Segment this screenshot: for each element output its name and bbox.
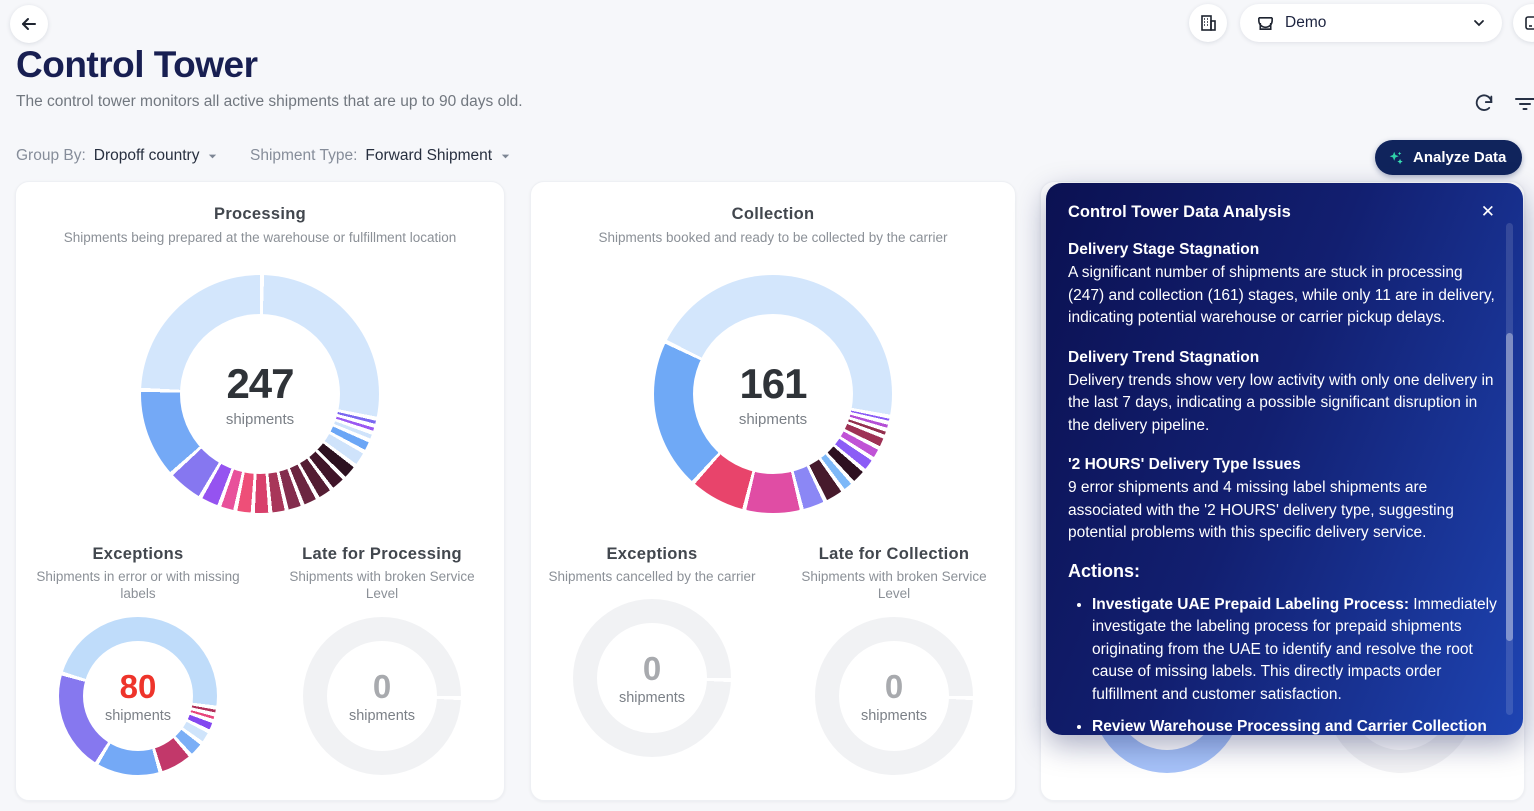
storefront-icon <box>1256 14 1275 33</box>
analysis-content: Delivery Stage Stagnation A significant … <box>1068 238 1497 735</box>
late-processing-title: Late for Processing <box>302 544 462 563</box>
shipment-type-label: Shipment Type: <box>250 147 358 164</box>
processing-unit: shipments <box>225 410 295 428</box>
back-button[interactable] <box>10 5 48 43</box>
section-heading: Delivery Trend Stagnation <box>1068 348 1260 366</box>
close-icon[interactable]: ✕ <box>1480 202 1495 221</box>
exceptions-donut-center: 80 shipments <box>83 640 193 751</box>
late-for-collection-chart: Late for Collection Shipments with broke… <box>773 545 1015 775</box>
filter-lines-icon <box>1513 92 1534 114</box>
actions-heading: Actions: <box>1068 560 1140 581</box>
shipment-type-value: Forward Shipment <box>365 147 493 164</box>
workspace-selector[interactable]: Demo <box>1240 4 1502 42</box>
collection-exceptions-count: 0 <box>642 650 662 688</box>
collection-exceptions-subtitle: Shipments cancelled by the carrier <box>548 568 756 584</box>
late-collection-title: Late for Collection <box>818 544 970 563</box>
exceptions-subtitle: Shipments in error or with missing label… <box>36 568 240 602</box>
processing-count: 247 <box>226 359 294 407</box>
page-title: Control Tower <box>16 44 258 85</box>
shipment-type-control[interactable]: Shipment Type: Forward Shipment <box>250 147 511 165</box>
workspace-label: Demo <box>1285 14 1327 31</box>
section-body: A significant number of shipments are st… <box>1068 264 1495 326</box>
collection-donut-chart[interactable]: 161 shipments <box>654 274 892 513</box>
action-item: Review Warehouse Processing and Carrier … <box>1092 716 1497 735</box>
section-heading: '2 HOURS' Delivery Type Issues <box>1068 456 1301 473</box>
analysis-panel: Control Tower Data Analysis ✕ Delivery S… <box>1046 183 1523 735</box>
late-collection-count: 0 <box>884 667 904 705</box>
late-processing-donut-center: 0 shipments <box>327 640 437 751</box>
organization-button[interactable] <box>1189 4 1227 42</box>
collection-count: 161 <box>739 359 807 407</box>
sparkle-icon <box>1387 149 1405 167</box>
processing-card-subtitle: Shipments being prepared at the warehous… <box>63 230 457 245</box>
late-processing-unit: shipments <box>348 707 416 724</box>
collection-exceptions-chart: Exceptions Shipments cancelled by the ca… <box>531 545 773 775</box>
processing-exceptions-chart: Exceptions Shipments in error or with mi… <box>16 545 260 775</box>
collection-card: Collection Shipments booked and ready to… <box>530 181 1016 801</box>
late-processing-subtitle: Shipments with broken Service Level <box>289 568 475 602</box>
processing-card: Processing Shipments being prepared at t… <box>15 181 505 801</box>
processing-donut-center: 247 shipments <box>180 313 340 474</box>
group-by-value: Dropoff country <box>93 147 200 164</box>
group-by-control[interactable]: Group By: Dropoff country <box>16 147 218 165</box>
late-collection-unit: shipments <box>860 707 928 724</box>
chevron-down-icon <box>207 151 218 162</box>
section-heading: Delivery Stage Stagnation <box>1068 241 1260 258</box>
collection-exceptions-donut-center: 0 shipments <box>597 623 707 734</box>
section-body: 9 error shipments and 4 missing label sh… <box>1068 479 1454 541</box>
analysis-panel-title: Control Tower Data Analysis <box>1068 203 1291 221</box>
collection-exceptions-donut[interactable]: 0 shipments <box>573 599 731 758</box>
back-arrow-icon <box>19 14 39 34</box>
page-subtitle: The control tower monitors all active sh… <box>16 93 523 110</box>
action-item: Investigate UAE Prepaid Labeling Process… <box>1092 594 1497 707</box>
chevron-down-icon <box>500 151 511 162</box>
panel-scrollbar-thumb[interactable] <box>1506 333 1513 641</box>
late-processing-count: 0 <box>372 667 392 705</box>
group-by-label: Group By: <box>16 147 86 164</box>
analyze-data-label: Analyze Data <box>1413 149 1507 166</box>
exceptions-donut[interactable]: 80 shipments <box>59 616 217 775</box>
refresh-button[interactable] <box>1469 88 1499 118</box>
exceptions-title: Exceptions <box>92 544 184 563</box>
filter-button[interactable] <box>1510 88 1534 118</box>
late-collection-donut[interactable]: 0 shipments <box>815 616 973 775</box>
collection-unit: shipments <box>738 410 808 428</box>
collection-card-title: Collection <box>731 205 815 223</box>
collection-exceptions-title: Exceptions <box>606 544 698 563</box>
panel-scrollbar[interactable] <box>1506 223 1513 715</box>
account-button[interactable] <box>1513 4 1534 42</box>
building-icon <box>1198 13 1218 33</box>
exceptions-count: 80 <box>119 667 157 705</box>
processing-card-title: Processing <box>214 205 306 223</box>
late-for-processing-chart: Late for Processing Shipments with broke… <box>260 545 504 775</box>
collection-card-subtitle: Shipments booked and ready to be collect… <box>598 230 948 245</box>
refresh-icon <box>1473 92 1495 114</box>
late-collection-donut-center: 0 shipments <box>839 640 949 751</box>
actions-list: Investigate UAE Prepaid Labeling Process… <box>1068 594 1497 736</box>
chevron-down-icon <box>1472 16 1486 30</box>
collection-donut-center: 161 shipments <box>693 313 853 474</box>
collection-exceptions-unit: shipments <box>618 690 686 707</box>
processing-donut-chart[interactable]: 247 shipments <box>141 274 379 513</box>
exceptions-unit: shipments <box>104 707 172 724</box>
late-collection-subtitle: Shipments with broken Service Level <box>801 568 987 602</box>
late-processing-donut[interactable]: 0 shipments <box>303 616 461 775</box>
badge-icon <box>1523 14 1534 32</box>
analyze-data-button[interactable]: Analyze Data <box>1375 140 1523 175</box>
section-body: Delivery trends show very low activity w… <box>1068 371 1494 434</box>
